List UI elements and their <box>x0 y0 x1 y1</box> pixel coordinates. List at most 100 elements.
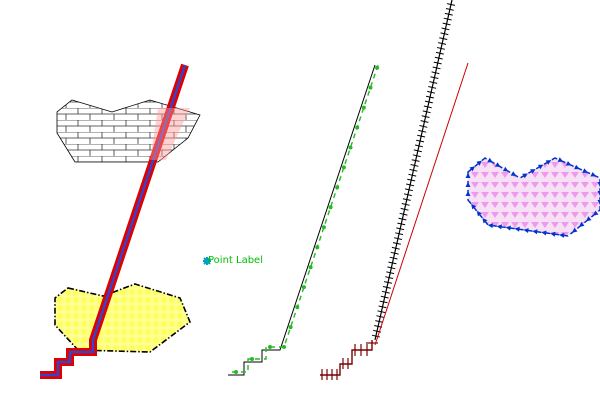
rail-tick <box>419 125 428 128</box>
arrow-mark <box>496 224 502 230</box>
rail-tick <box>444 12 453 16</box>
rail-tick <box>440 32 449 36</box>
rail-tick <box>378 305 387 309</box>
rail-tick <box>406 183 415 187</box>
rail-tick <box>411 159 420 162</box>
green-dot <box>295 305 300 310</box>
rail-tick <box>413 149 422 153</box>
arrow-mark <box>465 173 471 178</box>
line-red-blue-thick[interactable] <box>40 63 190 379</box>
rail-tick <box>389 256 398 260</box>
rail-tick <box>429 81 438 84</box>
line-red-thin[interactable] <box>374 62 469 346</box>
arrow-mark <box>586 216 592 222</box>
rail-tick <box>397 222 406 226</box>
arrow-mark <box>530 169 536 174</box>
rail-tick <box>421 115 430 118</box>
rail-tick <box>442 22 451 26</box>
green-dot <box>234 370 238 374</box>
rail-tick <box>380 295 389 299</box>
arrow-mark <box>476 160 482 166</box>
green-dot <box>355 125 360 130</box>
rail-tick <box>403 193 412 197</box>
rail-tick <box>383 281 393 284</box>
arrow-mark <box>590 172 597 177</box>
rail-tick <box>420 120 429 123</box>
rail-tick <box>390 251 399 255</box>
rail-tick <box>391 246 400 250</box>
rail-tick <box>431 71 440 75</box>
polygon-yellow[interactable] <box>54 283 191 353</box>
green-dot <box>321 225 326 230</box>
arrow-mark <box>523 228 529 233</box>
arrow-mark <box>537 164 544 170</box>
arrow-mark <box>510 171 517 176</box>
green-dot <box>348 145 353 150</box>
rail-tick <box>408 173 417 177</box>
line-darkred-ticks[interactable] <box>320 340 378 380</box>
arrow-mark <box>465 191 471 196</box>
line-green-dashed[interactable] <box>228 61 380 376</box>
rail-tick <box>428 86 437 89</box>
rail-tick <box>392 242 401 245</box>
green-dot <box>341 165 346 170</box>
rail-tick <box>404 188 414 192</box>
polygon-pink[interactable] <box>465 157 600 238</box>
rail-tick <box>388 261 397 265</box>
arrow-mark <box>522 173 528 179</box>
rail-tick <box>402 198 411 201</box>
green-dot <box>308 265 313 270</box>
rail-tick <box>401 203 410 206</box>
arrow-mark <box>559 233 565 238</box>
arrow-mark <box>541 230 547 236</box>
arrow-mark <box>502 166 509 172</box>
arrow-mark <box>593 210 599 216</box>
green-dot <box>315 245 320 250</box>
green-dot <box>368 85 373 90</box>
rail-tick <box>424 100 433 104</box>
rail-tick <box>435 51 444 55</box>
rail-tick <box>422 110 431 114</box>
arrow-mark <box>565 161 572 166</box>
rail-tick <box>443 17 452 21</box>
rail-tick <box>434 56 443 60</box>
arrow-mark <box>487 223 493 229</box>
rail-tick <box>446 3 456 6</box>
rail-tick <box>416 139 425 143</box>
point-marker[interactable] <box>203 257 211 265</box>
rail-tick <box>399 212 408 216</box>
rail-tick <box>427 90 436 94</box>
line-railway[interactable] <box>371 0 456 341</box>
rail-tick <box>412 154 421 158</box>
arrow-mark <box>476 210 482 217</box>
rail-tick <box>414 144 424 148</box>
rail-tick <box>381 290 390 294</box>
green-dot <box>335 185 340 190</box>
arrow-mark <box>572 227 578 233</box>
green-dot <box>301 285 306 290</box>
rail-tick <box>433 61 442 65</box>
rail-tick <box>409 168 418 172</box>
green-dot <box>288 325 293 330</box>
rail-tick <box>375 320 384 323</box>
arrow-mark <box>579 221 585 227</box>
green-dot <box>282 345 286 349</box>
arrow-mark <box>597 200 600 205</box>
arrow-mark <box>597 182 600 187</box>
green-dot <box>375 65 380 70</box>
rail-tick <box>423 105 432 109</box>
rail-tick <box>396 227 405 231</box>
rail-tick <box>425 95 435 99</box>
point-label-text: Point Label <box>208 255 263 266</box>
rail-tick <box>410 164 419 167</box>
rail-tick <box>417 134 426 138</box>
rail-tick <box>398 217 407 221</box>
rail-tick <box>445 8 454 11</box>
arrow-mark <box>487 157 493 163</box>
arrow-mark <box>574 164 580 170</box>
arrow-mark <box>557 157 564 162</box>
arrow-mark <box>582 168 588 173</box>
rail-tick <box>418 129 427 133</box>
